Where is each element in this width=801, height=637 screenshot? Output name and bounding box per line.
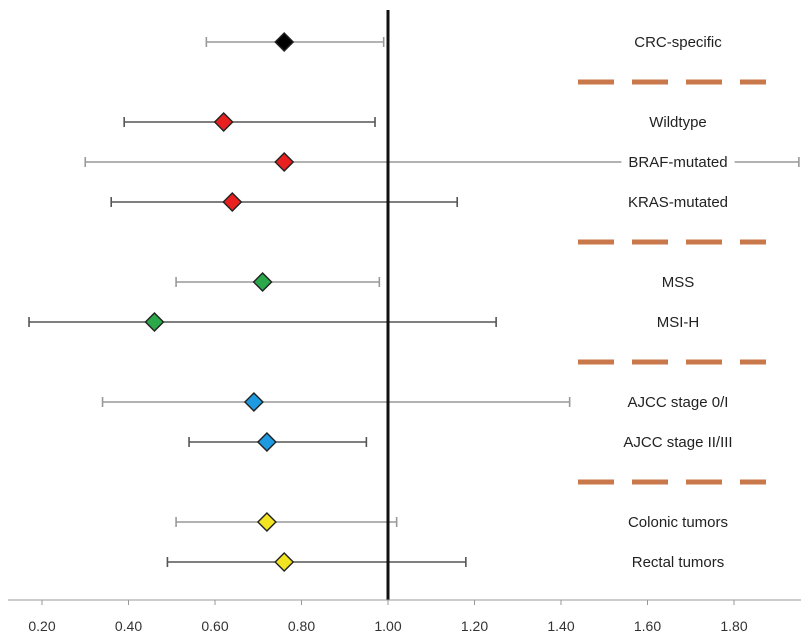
point-estimate-marker bbox=[243, 392, 264, 412]
point-estimate-marker bbox=[274, 32, 295, 52]
x-axis-tick-label: 1.40 bbox=[547, 618, 574, 634]
row-label-background bbox=[654, 271, 702, 293]
row-label-background bbox=[642, 111, 714, 133]
row-label: AJCC stage 0/I bbox=[628, 394, 729, 411]
x-axis-tick-label: 1.20 bbox=[461, 618, 488, 634]
confidence-interval-layer bbox=[28, 37, 800, 567]
separator-layer bbox=[578, 79, 766, 485]
row-label-layer: CRC-specific Wildtype BRAF-mutated KRAS-mut… bbox=[616, 31, 740, 573]
x-axis-tick-label: 1.80 bbox=[720, 618, 747, 634]
x-axis-tick-label: 0.80 bbox=[288, 618, 315, 634]
row-label-background bbox=[621, 151, 735, 173]
row-label: CRC-specific bbox=[634, 34, 722, 51]
row-label: KRAS-mutated bbox=[628, 194, 728, 211]
x-axis-tick-label: 0.20 bbox=[28, 618, 55, 634]
x-axis-tick-label: 0.40 bbox=[115, 618, 142, 634]
point-estimate-marker bbox=[252, 272, 273, 292]
row-label: MSI-H bbox=[657, 314, 700, 331]
x-axis-tick-label: 0.60 bbox=[201, 618, 228, 634]
x-axis-tick-label: 1.60 bbox=[634, 618, 661, 634]
row-label-background bbox=[620, 391, 736, 413]
row-label: MSS bbox=[662, 274, 695, 291]
row-label-background bbox=[624, 551, 732, 573]
point-estimate-marker bbox=[213, 112, 234, 132]
row-label: BRAF-mutated bbox=[628, 154, 727, 171]
row-label-background bbox=[616, 431, 740, 453]
point-estimate-marker bbox=[256, 432, 277, 452]
row-label-background bbox=[649, 311, 707, 333]
point-estimate-marker bbox=[256, 512, 277, 532]
row-label: Rectal tumors bbox=[632, 554, 725, 571]
x-axis-tick-layer: 0.20 0.40 0.60 0.80 1.00 1.20 1.40 1.60 1.80 bbox=[28, 600, 748, 634]
point-estimate-marker bbox=[144, 312, 165, 332]
x-axis-tick-label: 1.00 bbox=[374, 618, 401, 634]
marker-layer bbox=[144, 32, 295, 572]
row-label-background bbox=[620, 511, 736, 533]
row-label-background bbox=[627, 31, 729, 53]
point-estimate-marker bbox=[274, 552, 295, 572]
row-label: Colonic tumors bbox=[628, 514, 728, 531]
row-label: AJCC stage II/III bbox=[623, 434, 732, 451]
point-estimate-marker bbox=[222, 192, 243, 212]
row-label-background bbox=[620, 191, 736, 213]
point-estimate-marker bbox=[274, 152, 295, 172]
row-label: Wildtype bbox=[649, 114, 707, 131]
